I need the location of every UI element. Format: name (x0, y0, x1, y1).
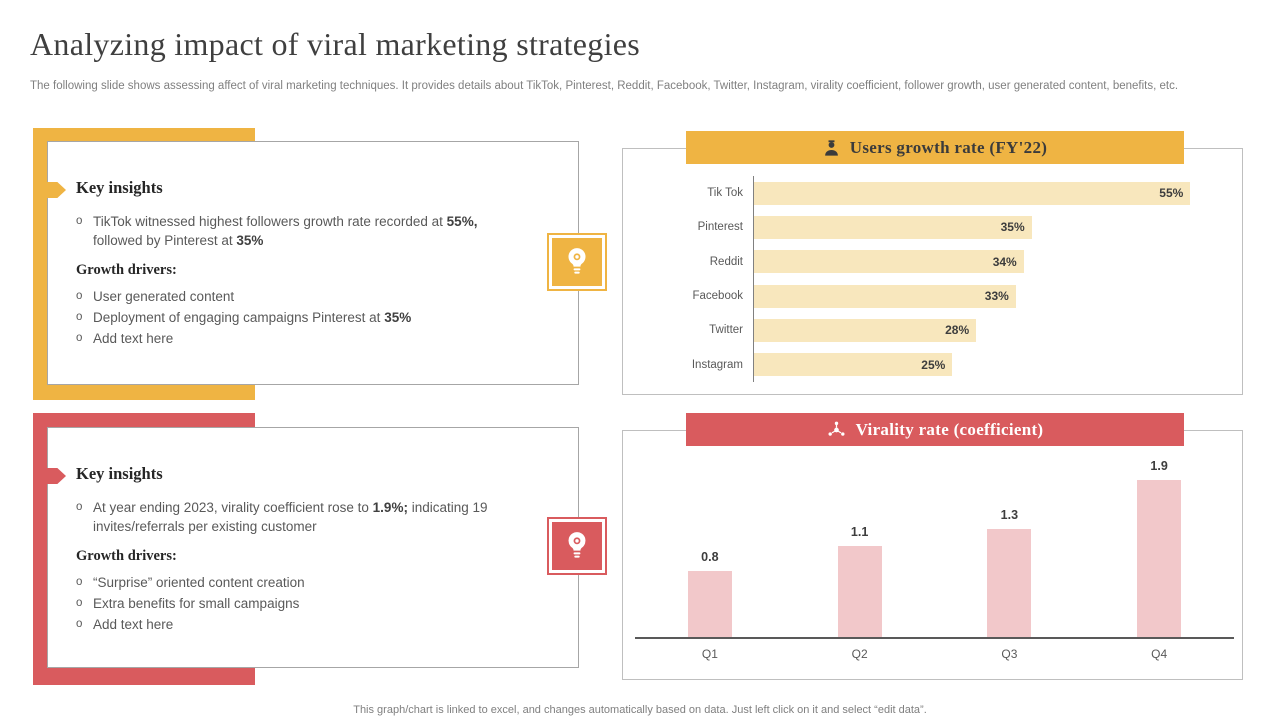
driver-text: Extra benefits for small campaigns (93, 596, 300, 611)
bar-row: Twitter 28% (633, 313, 1230, 348)
person-icon (823, 139, 840, 157)
bar-column: 0.8 (635, 455, 785, 637)
bar[interactable]: 28% (754, 318, 977, 342)
value-label: 0.8 (701, 549, 719, 564)
category-label: Twitter (709, 324, 743, 337)
bullet-marker: o (76, 332, 83, 344)
insight-bullet: o TikTok witnessed highest followers gro… (76, 212, 558, 250)
driver-text: Deployment of engaging campaigns Pintere… (93, 310, 412, 325)
category-label: Q3 (1001, 647, 1018, 661)
bullet-marker: o (76, 501, 83, 513)
bar-track: 33% (753, 278, 1230, 314)
slide-subtitle: The following slide shows assessing affe… (30, 80, 1179, 92)
driver-item: o User generated content (76, 287, 558, 306)
value-label: 1.9 (1150, 458, 1168, 473)
bullet-marker: o (76, 576, 83, 588)
category-label: Tik Tok (707, 187, 743, 200)
bullet-marker: o (76, 311, 83, 323)
bar[interactable]: 25% (754, 353, 953, 377)
category-label: Q4 (1151, 647, 1168, 661)
idea-icon-box-top (547, 233, 607, 291)
category-label: Q2 (851, 647, 868, 661)
bar-track: 55% (753, 176, 1230, 211)
value-label: 34% (992, 254, 1017, 269)
bullet-marker: o (76, 597, 83, 609)
value-label: 1.1 (850, 525, 869, 539)
driver-item[interactable]: o Add text here (76, 329, 558, 348)
v-bar-cols: 0.8 1.1 1.3 1.9 (635, 455, 1234, 639)
driver-text: “Surprise” oriented content creation (93, 575, 305, 590)
category-label: Q1 (701, 647, 718, 661)
idea-icon-box-bottom (547, 517, 607, 575)
key-insights-heading: Key insights (76, 464, 163, 483)
chart-title: Virality rate (coefficient) (855, 419, 1044, 439)
virality-panel[interactable]: Virality rate (coefficient) 0.8 1.1 1.3 … (622, 413, 1243, 680)
insight-text: TikTok witnessed highest followers growt… (93, 214, 478, 248)
page-title: Analyzing impact of viral marketing stra… (30, 26, 641, 62)
chart-title: Users growth rate (FY'22) (849, 137, 1048, 157)
value-label: 28% (945, 323, 970, 338)
growth-drivers-heading: Growth drivers: (76, 262, 177, 278)
h-bar-rows: Tik Tok 55% Pinterest 35% Reddit 34% (633, 176, 1230, 382)
v-cat-row: Q1 Q2 Q3 Q4 (635, 647, 1234, 661)
bar-column: 1.1 (785, 455, 935, 637)
lightbulb-icon (564, 531, 590, 561)
bar[interactable]: 35% (754, 215, 1032, 239)
category-label: Reddit (709, 255, 743, 268)
bar[interactable]: 33% (754, 284, 1016, 308)
add-text-placeholder[interactable]: Add text here (93, 617, 174, 632)
add-text-placeholder[interactable]: Add text here (93, 331, 174, 346)
driver-item: o “Surprise” oriented content creation (76, 573, 558, 592)
key-insights-heading: Key insights (76, 178, 163, 197)
arrow-tag-icon (39, 468, 66, 484)
value-label: 35% (1000, 220, 1025, 235)
driver-text: User generated content (93, 289, 235, 304)
bar-row: Facebook 33% (633, 278, 1230, 314)
footer-note: This graph/chart is linked to excel, and… (353, 704, 927, 716)
users-growth-panel[interactable]: Users growth rate (FY'22) Tik Tok 55% Pi… (622, 131, 1243, 395)
bar[interactable]: 55% (754, 181, 1191, 205)
bar-column: 1.3 (935, 455, 1085, 637)
growth-drivers-heading: Growth drivers: (76, 548, 177, 564)
insight-text: At year ending 2023, virality coefficien… (93, 500, 488, 534)
bar-row: Instagram 25% (633, 347, 1230, 382)
bar-track: 34% (753, 244, 1230, 279)
lightbulb-icon (564, 247, 590, 277)
driver-item: o Extra benefits for small campaigns (76, 594, 558, 613)
value-label: 25% (921, 357, 946, 372)
bar-row: Reddit 34% (633, 244, 1230, 279)
category-label: Pinterest (697, 221, 743, 234)
bar[interactable] (1137, 479, 1182, 637)
value-label: 33% (984, 289, 1009, 304)
bullet-marker: o (76, 290, 83, 302)
value-label: 1.3 (1000, 508, 1019, 523)
category-label: Facebook (692, 290, 743, 303)
category-label: Instagram (691, 358, 743, 371)
bar-column: 1.9 (1084, 455, 1234, 637)
bullet-marker: o (76, 215, 83, 227)
share-network-icon (827, 421, 846, 439)
bar-track: 35% (753, 210, 1230, 245)
insight-card-top: Key insights o TikTok witnessed highest … (39, 141, 579, 385)
bullet-marker: o (76, 618, 83, 630)
virality-header: Virality rate (coefficient) (686, 413, 1184, 446)
arrow-tag-icon (39, 182, 66, 198)
bar[interactable] (837, 546, 882, 637)
insight-card-bottom: Key insights o At year ending 2023, vira… (39, 427, 579, 668)
value-label: 55% (1159, 186, 1184, 201)
bar[interactable] (987, 529, 1032, 637)
bar-track: 25% (753, 347, 1230, 382)
users-growth-header: Users growth rate (FY'22) (686, 131, 1184, 164)
bar[interactable] (687, 570, 732, 637)
driver-item: o Deployment of engaging campaigns Pinte… (76, 308, 558, 327)
bar-row: Pinterest 35% (633, 210, 1230, 245)
bar-row: Tik Tok 55% (633, 176, 1230, 211)
bar[interactable]: 34% (754, 250, 1024, 274)
insight-bullet: o At year ending 2023, virality coeffici… (76, 498, 558, 536)
driver-item[interactable]: o Add text here (76, 615, 558, 634)
bar-track: 28% (753, 313, 1230, 348)
